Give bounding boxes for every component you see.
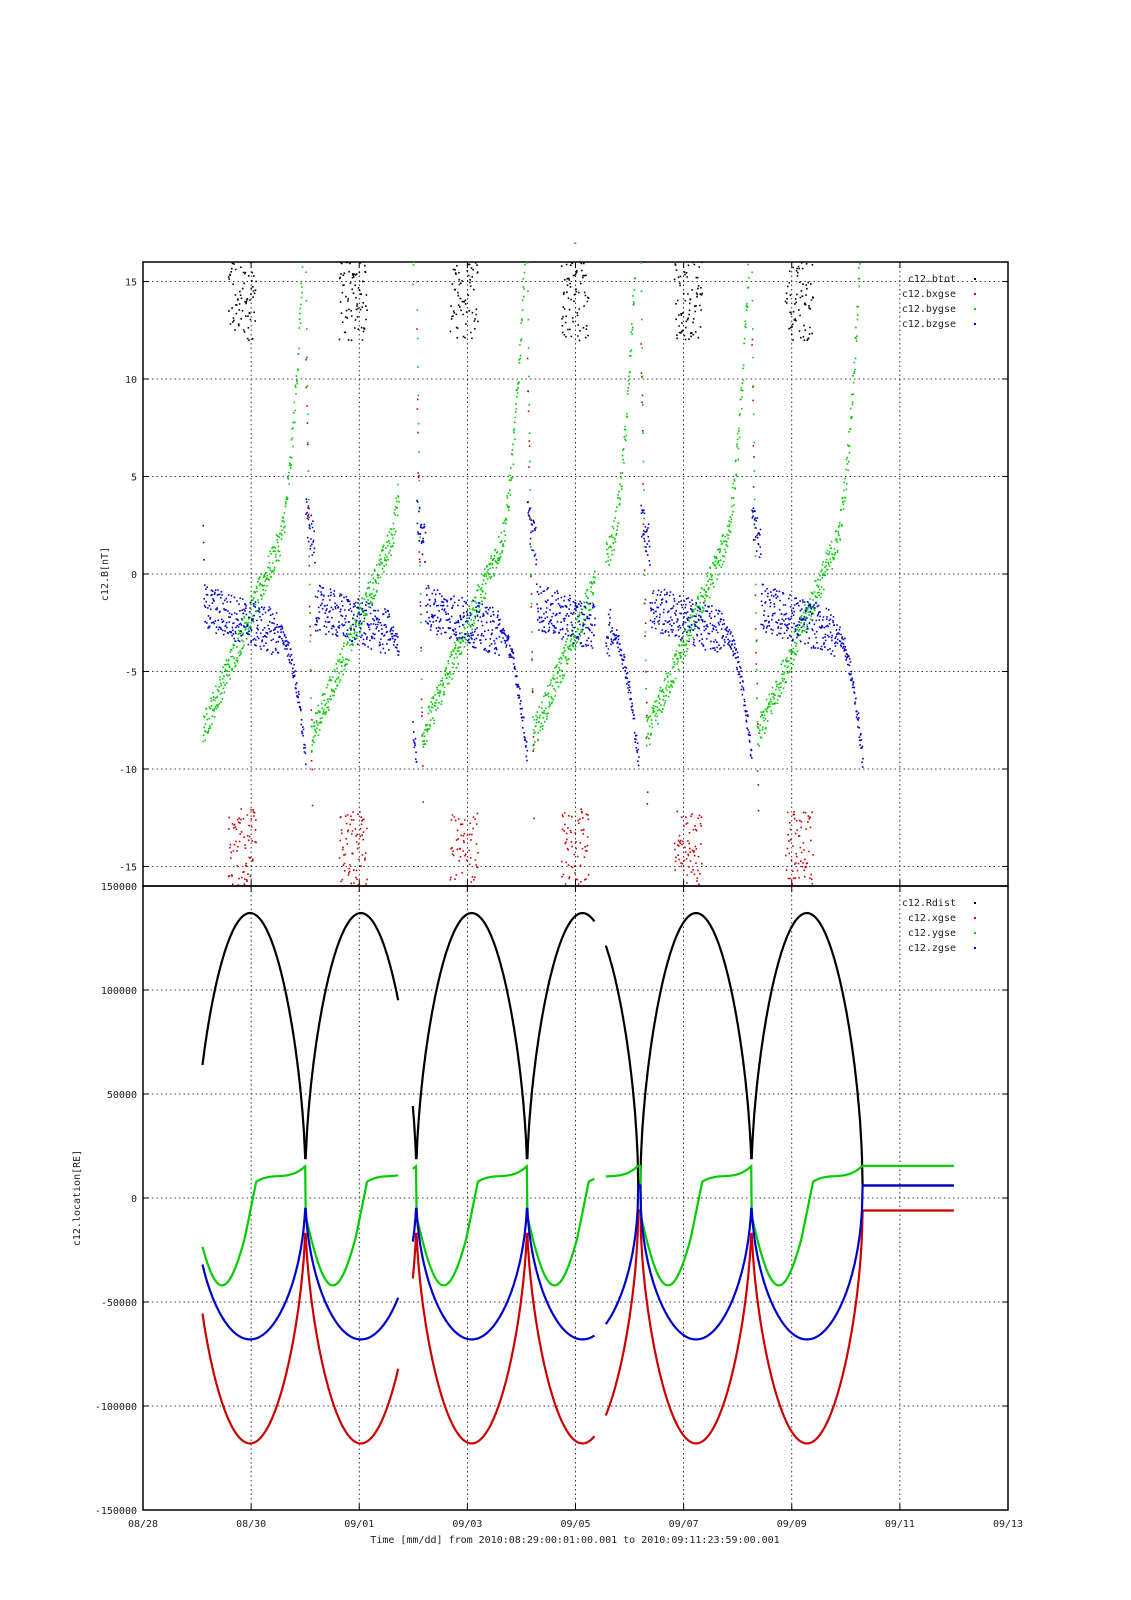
y-tick-label: -5: [125, 668, 137, 679]
chart-title: -: [572, 238, 578, 249]
y-tick-label: 15: [125, 278, 137, 289]
series-line: [201, 911, 954, 1187]
y-axis-label: c12.B[nT]: [100, 547, 111, 601]
series-line: [201, 1164, 954, 1287]
y-axis-label: c12.location[RE]: [72, 1150, 83, 1246]
legend-entry: c12.bzgse: [902, 319, 956, 330]
legend-marker: [974, 947, 976, 949]
series-points: [202, 262, 861, 753]
legend-marker: [974, 323, 976, 325]
location-panel: 150000 100000 50000 0 -50000 -100000 -150000 c1…: [72, 882, 1009, 1517]
y-tick-label: 50000: [107, 1090, 137, 1101]
bygse-series: [202, 262, 861, 753]
legend-entry: c12.btot: [908, 274, 956, 285]
x-tick-label: 09/13: [993, 1519, 1023, 1530]
legend-entry: c12.zgse: [908, 943, 956, 954]
x-tick-label: 09/07: [669, 1519, 699, 1530]
x-tick-label: 08/30: [236, 1519, 266, 1530]
y-tick-label: -150000: [95, 1506, 137, 1517]
y-tick-label: -100000: [95, 1402, 137, 1413]
legend-marker: [974, 278, 976, 280]
x-tick-label: 08/28: [128, 1519, 158, 1530]
x-axis-label: Time [mm/dd] from 2010:08:29:00:01:00.00…: [370, 1535, 779, 1546]
y-tick-label: -15: [119, 863, 137, 874]
y-tick-label: 0: [131, 1194, 137, 1205]
x-tick-label: 09/03: [452, 1519, 482, 1530]
legend-entry: c12.bxgse: [902, 289, 956, 300]
series-line: [201, 1209, 954, 1445]
plot-frame: [142, 885, 1009, 1511]
x-tick-label: 09/05: [560, 1519, 590, 1530]
legend-marker: [974, 902, 976, 904]
zgse-series: [201, 1184, 954, 1341]
data-area: [201, 911, 954, 1445]
legend-marker: [974, 917, 976, 919]
legend-marker: [974, 932, 976, 934]
ygse-series: [201, 1164, 954, 1287]
xgse-series: [201, 1209, 954, 1445]
y-tick-label: 0: [131, 570, 137, 581]
magnetic-field-panel: 15 10 5 0 -5 -10 -15 c12.B[nT] c12.btot c12.bxgse…: [100, 261, 1009, 887]
legend-marker: [974, 293, 976, 295]
legend-marker: [974, 308, 976, 310]
x-tick-label: 09/11: [885, 1519, 915, 1530]
legend-entry: c12.bygse: [902, 304, 956, 315]
x-tick-label: 09/09: [777, 1519, 807, 1530]
series-points: [202, 498, 864, 768]
y-tick-label: 5: [131, 473, 137, 484]
series-line: [201, 1184, 954, 1341]
legend-entry: c12.ygse: [908, 928, 956, 939]
y-tick-label: 100000: [101, 986, 137, 997]
y-tick-label: -10: [119, 765, 137, 776]
y-tick-label: 150000: [101, 882, 137, 893]
data-area: [202, 262, 864, 886]
rdist-series: [201, 911, 954, 1187]
y-tick-label: -50000: [101, 1298, 137, 1309]
legend-entry: c12.xgse: [908, 913, 956, 924]
y-tick-label: 10: [125, 375, 137, 386]
x-tick-label: 09/01: [344, 1519, 374, 1530]
legend-entry: c12.Rdist: [902, 898, 956, 909]
bzgse-series: [202, 498, 864, 768]
